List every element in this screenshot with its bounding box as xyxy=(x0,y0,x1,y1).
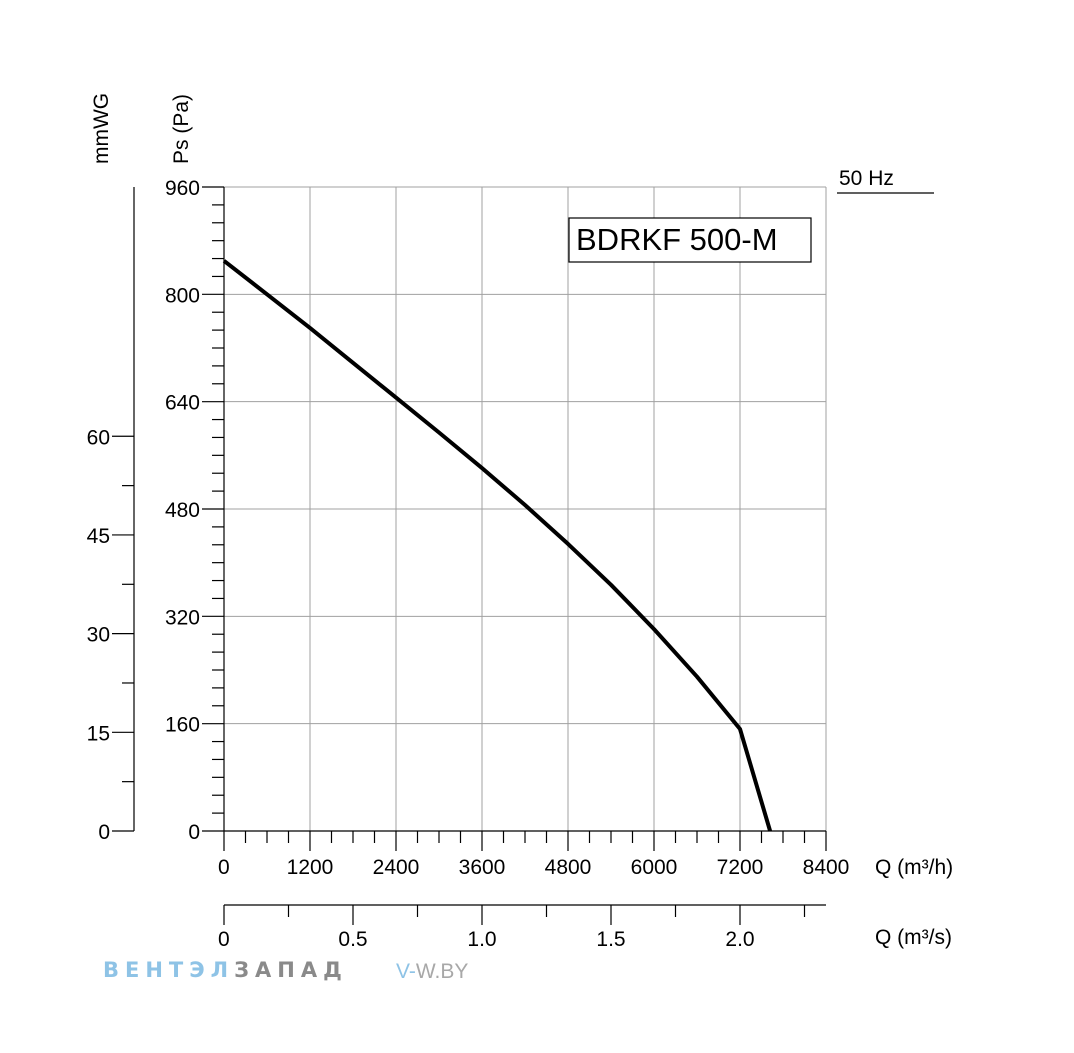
site-prefix: V- xyxy=(396,960,416,983)
x2-tick-label: 1.5 xyxy=(596,928,625,951)
brand-logo-part1: ВЕНТЭЛ xyxy=(103,958,235,982)
tick-labels: 0 160 320 480 640 800 960 0 15 30 45 60 0 1200 2400 360… xyxy=(87,177,850,951)
performance-curve-line xyxy=(222,259,773,832)
x-tick-label: 7200 xyxy=(717,856,764,879)
x2-tick-label: 0 xyxy=(218,928,230,951)
model-label-box xyxy=(568,217,812,263)
frequency-label: 50 Hz xyxy=(839,167,894,190)
x-tick-label: 4800 xyxy=(545,856,592,879)
x2-tick-label: 1.0 xyxy=(467,928,496,951)
x-tick-label: 0 xyxy=(218,856,230,879)
y2-tick-label: 45 xyxy=(87,525,110,548)
y-tick-label: 160 xyxy=(165,714,200,737)
y-tick-label: 960 xyxy=(165,177,200,200)
site-domain: W.BY xyxy=(415,960,469,983)
x-tick-label: 3600 xyxy=(459,856,506,879)
x-tick-label: 1200 xyxy=(287,856,334,879)
x-tick-label: 2400 xyxy=(373,856,420,879)
x2-tick-label: 2.0 xyxy=(725,928,754,951)
ticks xyxy=(112,186,827,925)
x-axis-title: Q (m³/h) xyxy=(875,856,953,879)
y-axis-title-pa: Ps (Pa) xyxy=(170,94,193,164)
y2-tick-label: 60 xyxy=(87,426,110,449)
y2-tick-label: 0 xyxy=(98,821,110,844)
grid xyxy=(224,186,827,831)
y-tick-label: 480 xyxy=(165,499,200,522)
x-tick-label: 6000 xyxy=(631,856,678,879)
site-watermark: V-W.BY xyxy=(396,960,468,984)
brand-logo: ВЕНТЭЛЗАПАД xyxy=(103,958,348,982)
y-axis-title-mmwg: mmWG xyxy=(90,93,113,164)
y-tick-label: 640 xyxy=(165,392,200,415)
x2-tick-label: 0.5 xyxy=(338,928,367,951)
y-tick-label: 800 xyxy=(165,284,200,307)
y-tick-label: 320 xyxy=(165,606,200,629)
model-label: BDRKF 500-M xyxy=(576,222,778,257)
x2-axis-title: Q (m³/s) xyxy=(875,926,952,949)
x-tick-label: 8400 xyxy=(803,856,850,879)
y-tick-label: 0 xyxy=(188,821,200,844)
y2-tick-label: 30 xyxy=(87,624,110,647)
brand-logo-part2: ЗАПАД xyxy=(234,958,348,982)
y2-tick-label: 15 xyxy=(87,722,110,745)
